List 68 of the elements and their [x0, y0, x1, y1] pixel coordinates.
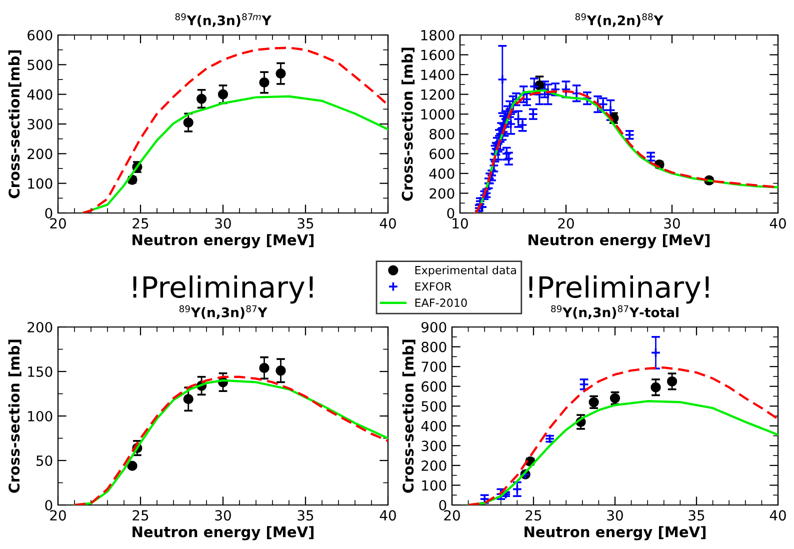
- y-tick-label: 400: [429, 168, 454, 179]
- y-tick-label: 300: [422, 440, 446, 452]
- x-tick-label: 35: [298, 218, 314, 229]
- x-tick-label: 40: [380, 218, 396, 229]
- y-tick-label: 0: [439, 500, 446, 510]
- y-tick-label: 600: [28, 30, 52, 40]
- y-tick-label: 150: [28, 366, 52, 377]
- y-tick-label: 0: [447, 208, 454, 218]
- y-tick-label: 1800: [421, 30, 454, 40]
- y-tick-label: 400: [421, 420, 446, 432]
- y-axis-title: Cross-section[mb]: [8, 50, 22, 198]
- x-tick-label: 40: [380, 510, 396, 521]
- y-tick-label: 700: [422, 362, 446, 372]
- y-tick-label: 1400: [421, 70, 454, 80]
- x-tick-label: 40: [770, 218, 786, 229]
- x-axis-title: Neutron energy [MeV]: [132, 234, 314, 248]
- y-tick-label: 200: [430, 188, 454, 199]
- x-tick-label: 25: [132, 510, 148, 521]
- x-tick-label: 25: [526, 510, 542, 521]
- chart-title: $^{89}$Y(n,3n)$^{87}$Y: [179, 305, 268, 320]
- y-tick-label: 50: [36, 455, 52, 466]
- x-tick-label: 30: [215, 218, 231, 229]
- x-axis-title: Neutron energy [MeV]: [132, 526, 314, 540]
- x-tick-label: 30: [664, 218, 680, 229]
- y-tick-label: 1600: [421, 50, 454, 60]
- y-tick-label: 500: [28, 60, 52, 70]
- x-tick-label: 30: [607, 510, 623, 521]
- y-tick-label: 800: [430, 128, 454, 140]
- y-tick-label: 200: [28, 322, 52, 332]
- y-tick-label: 200: [28, 148, 52, 160]
- y-tick-label: 400: [27, 89, 52, 100]
- chart-title: $^{89}$Y(n,2n)$^{88}$Y: [575, 13, 664, 28]
- x-axis-title: Neutron energy [MeV]: [524, 526, 706, 540]
- x-tick-label: 25: [132, 218, 148, 229]
- x-tick-label: 30: [215, 510, 231, 521]
- x-tick-label: 20: [50, 218, 66, 229]
- y-tick-label: 1000: [421, 109, 454, 120]
- x-axis-title: Neutron energy [MeV]: [528, 234, 710, 248]
- x-tick-label: 40: [770, 510, 786, 521]
- y-tick-label: 900: [422, 322, 446, 332]
- legend-label: Experimental data: [415, 266, 516, 276]
- y-tick-label: 100: [422, 480, 446, 491]
- legend-label: EXFOR: [415, 282, 452, 291]
- chart-title: $^{89}$Y(n,3n)$^{87m}$Y: [175, 13, 272, 28]
- y-tick-label: 800: [422, 342, 446, 352]
- y-tick-label: 600: [430, 148, 454, 160]
- y-tick-label: 500: [422, 401, 446, 412]
- y-tick-label: 200: [422, 460, 446, 471]
- y-tick-label: 100: [28, 410, 52, 422]
- y-tick-label: 1200: [421, 89, 454, 100]
- y-axis-title: Cross-section [mb]: [8, 340, 22, 493]
- y-axis-title: Cross-section [mb]: [402, 48, 415, 201]
- y-tick-label: 0: [45, 500, 52, 510]
- x-tick-label: 10: [452, 218, 468, 229]
- x-tick-label: 20: [50, 510, 66, 521]
- text: !Preliminary!: [133, 275, 313, 304]
- y-tick-label: 0: [45, 208, 52, 218]
- y-tick-label: 600: [422, 381, 446, 392]
- x-tick-label: 20: [444, 510, 460, 521]
- y-tick-label: 100: [28, 178, 52, 189]
- x-tick-label: 35: [298, 510, 314, 521]
- x-tick-label: 35: [688, 510, 704, 521]
- x-tick-label: 20: [558, 218, 574, 229]
- y-tick-label: 300: [28, 118, 52, 130]
- chart-title: $^{89}$Y(n,3n)$^{87}$Y-total: [551, 305, 678, 320]
- legend-label: EAF-2010: [415, 298, 467, 307]
- text: !Preliminary!: [529, 275, 709, 304]
- y-axis-title: Cross-section [mb]: [402, 340, 416, 493]
